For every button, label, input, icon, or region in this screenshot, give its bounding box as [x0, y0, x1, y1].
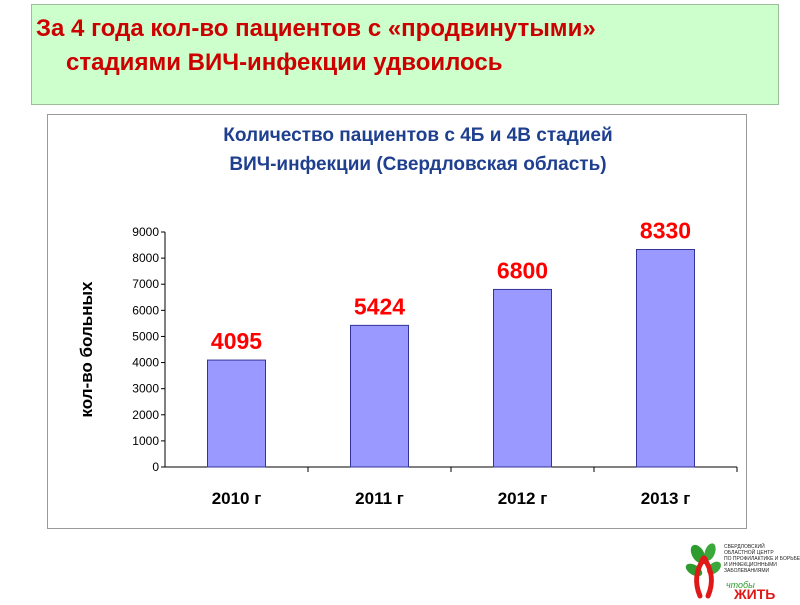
x-tick-label: 2010 г	[212, 489, 262, 508]
logo-brand-line: ПО ПРОФИЛАКТИКЕ И БОРЬБЕ СО СПИД	[724, 556, 800, 562]
y-tick-label: 6000	[132, 303, 159, 317]
headline-line-2: стадиями ВИЧ-инфекции удвоилось	[66, 49, 503, 76]
y-tick-label: 0	[152, 460, 159, 474]
x-tick-label: 2011 г	[355, 489, 404, 508]
logo-brand-line: СВЕРДЛОВСКИЙ	[724, 542, 765, 550]
bar-2010-г	[207, 359, 266, 468]
y-tick-label: 3000	[132, 382, 159, 396]
headline-line-1: За 4 года кол-во пациентов с «продвинуты…	[36, 15, 596, 42]
y-tick-label: 7000	[132, 277, 159, 291]
y-tick-label: 9000	[132, 225, 159, 239]
data-label: 6800	[497, 257, 548, 283]
data-label: 4095	[211, 328, 262, 354]
chart-title-line-1: Количество пациентов с 4Б и 4В стадией	[223, 125, 612, 146]
y-tick-label: 8000	[132, 251, 159, 265]
y-tick-label: 5000	[132, 329, 159, 343]
y-tick-label: 1000	[132, 434, 159, 448]
data-label: 5424	[354, 293, 405, 319]
logo-brand-line: И ИНФЕКЦИОННЫМИ	[724, 562, 777, 568]
bar-2011-г	[350, 324, 409, 468]
logo-slogan-small: чтобы	[726, 580, 755, 590]
logo-slogan-big: ЖИТЬ	[733, 586, 775, 600]
data-label: 8330	[640, 217, 691, 243]
x-tick-label: 2012 г	[498, 489, 548, 508]
logo-brand-line: ЗАБОЛЕВАНИЯМИ	[724, 568, 770, 574]
y-axis-label: кол-во больных	[77, 281, 96, 418]
organization-logo: СВЕРДЛОВСКИЙ ОБЛАСТНОЙ ЦЕНТР ПО ПРОФИЛАКТИ…	[684, 540, 800, 602]
bar-chart: Количество пациентов с 4Б и 4В стадией ВИ…	[77, 125, 738, 508]
y-tick-label: 4000	[132, 356, 159, 370]
logo-brand-line: ОБЛАСТНОЙ ЦЕНТР	[724, 548, 774, 556]
headline-box: За 4 года кол-во пациентов с «продвинуты…	[31, 4, 779, 105]
bar-2012-г	[493, 288, 552, 468]
red-ribbon-leaves-icon	[685, 543, 721, 599]
y-tick-label: 2000	[132, 408, 159, 422]
chart-title-line-2: ВИЧ-инфекции (Свердловская область)	[229, 154, 606, 175]
x-tick-label: 2013 г	[641, 489, 691, 508]
chart-panel: Количество пациентов с 4Б и 4В стадией ВИ…	[47, 114, 747, 529]
bar-2013-г	[636, 248, 695, 468]
